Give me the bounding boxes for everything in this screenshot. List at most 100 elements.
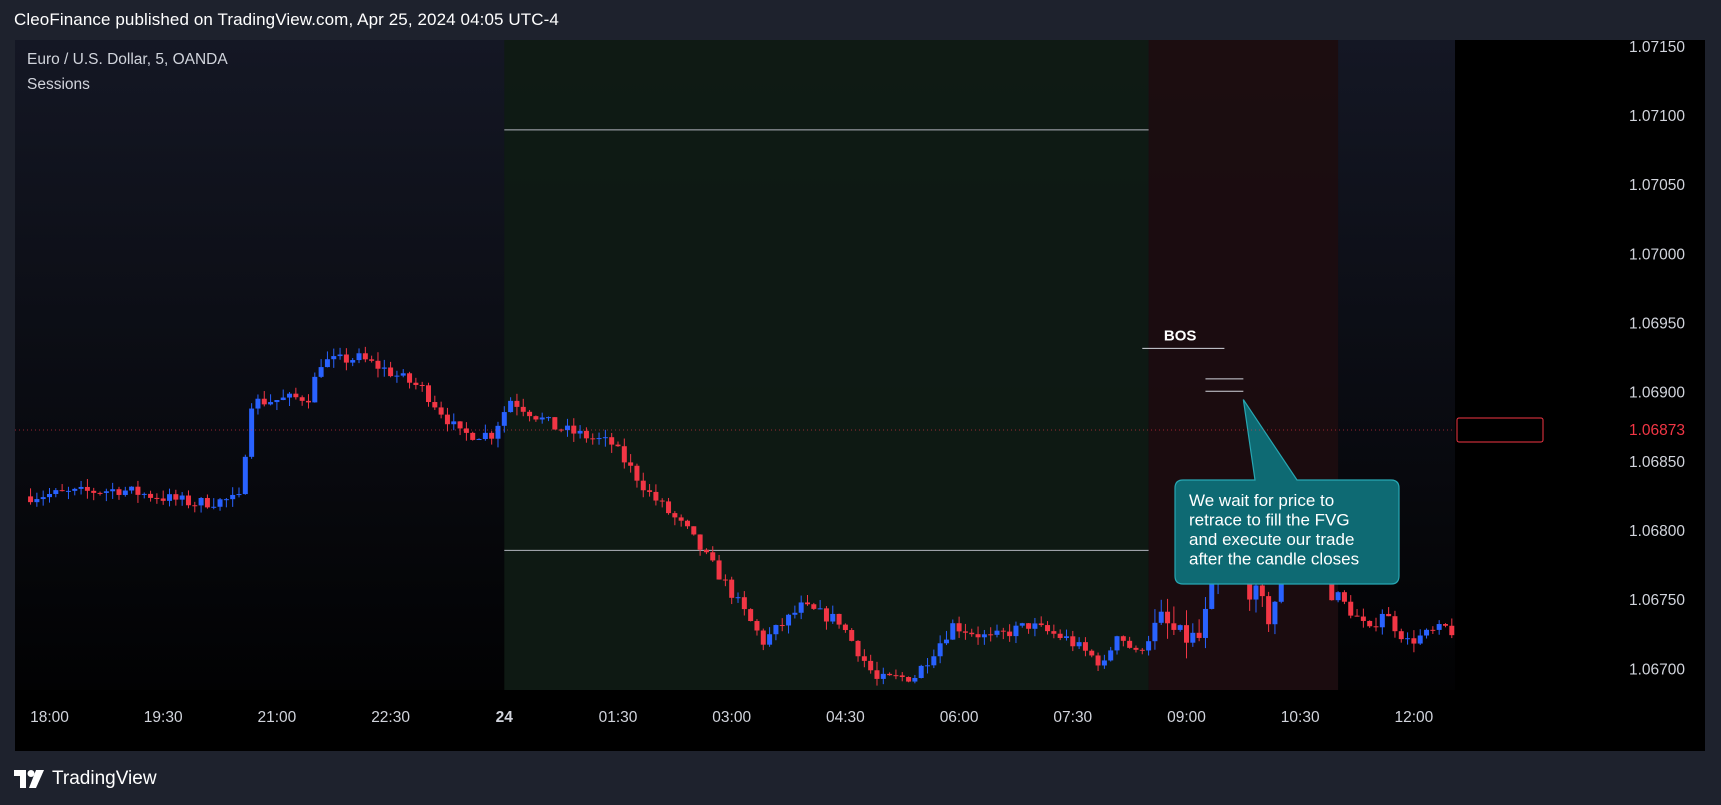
candle-body (457, 421, 463, 429)
candle-body (1171, 623, 1177, 630)
candle-body (1026, 623, 1032, 629)
candle-body (640, 480, 646, 491)
candle-body (760, 630, 766, 645)
candle-body (350, 360, 356, 363)
candle-body (943, 639, 949, 644)
candle-body (880, 673, 886, 679)
candlestick-chart[interactable]: BOS We wait for price to retrace to fill t… (15, 40, 1705, 751)
candle-body (318, 367, 324, 377)
candle-body (312, 376, 318, 403)
candle-body (1442, 624, 1448, 626)
candle-body (34, 499, 40, 503)
candle-body (236, 494, 242, 496)
candle-body (1139, 649, 1145, 651)
candle-body (451, 421, 457, 425)
candle-body (1392, 616, 1398, 632)
candle-body (1411, 638, 1417, 644)
candle-body (1051, 631, 1057, 634)
candle-body (1398, 631, 1404, 640)
chart-panel[interactable]: BOS We wait for price to retrace to fill t… (15, 40, 1705, 751)
candle-body (122, 490, 128, 495)
candle-body (823, 608, 829, 622)
candle-body (154, 497, 160, 499)
candle-body (426, 385, 431, 403)
candle-body (672, 513, 678, 518)
candle-body (413, 382, 419, 386)
candle-body (59, 490, 65, 492)
candle-body (994, 630, 1000, 635)
candle-body (179, 495, 185, 500)
x-tick-label: 19:30 (144, 709, 183, 726)
candle-body (666, 501, 672, 514)
candle-body (634, 465, 640, 481)
candle-body (1259, 585, 1265, 597)
candle-body (1348, 601, 1354, 616)
candle-body (874, 670, 880, 679)
candle-body (577, 430, 583, 434)
candle-body (893, 675, 899, 677)
candle-body (647, 490, 653, 492)
candle-body (185, 495, 191, 506)
candle-body (615, 444, 621, 447)
y-tick-label: 1.06950 (1629, 316, 1685, 333)
candle-body (925, 665, 931, 667)
candle-body (855, 640, 861, 657)
x-tick-label: 18:00 (30, 709, 69, 726)
candle-body (1127, 640, 1133, 648)
candle-body (419, 385, 425, 387)
candle-body (217, 499, 223, 507)
symbol-label[interactable]: Euro / U.S. Dollar, 5, OANDA (27, 51, 228, 68)
candle-body (918, 665, 924, 678)
candle-body (299, 397, 305, 401)
candle-body (495, 425, 501, 439)
x-tick-label: 22:30 (371, 709, 410, 726)
candle-body (937, 643, 943, 657)
candle-body (962, 631, 968, 633)
candle-body (1417, 635, 1423, 644)
candle-body (1386, 613, 1392, 617)
candle-body (167, 494, 173, 501)
candle-body (463, 428, 469, 433)
candle-body (53, 490, 59, 495)
candle-body (1032, 623, 1038, 629)
candle-body (1360, 616, 1366, 621)
candle-body (40, 497, 46, 500)
candle-body (242, 456, 248, 495)
footer-brand[interactable]: TradingView (14, 764, 157, 794)
y-tick-label: 1.07150 (1629, 40, 1685, 56)
candle-body (906, 676, 912, 682)
candle-body (407, 373, 413, 383)
x-tick-label: 04:30 (826, 709, 865, 726)
candle-body (508, 400, 514, 413)
candle-body (65, 490, 71, 492)
candle-body (1063, 636, 1069, 638)
candle-body (950, 623, 956, 640)
candle-body (1329, 572, 1335, 601)
candle-body (779, 625, 785, 627)
candle-body (558, 429, 564, 431)
indicator-label[interactable]: Sessions (27, 76, 90, 93)
candle-body (369, 359, 375, 361)
candle-body (129, 486, 135, 491)
candle-body (697, 534, 703, 550)
tradingview-logo-icon (14, 770, 44, 788)
candle-body (375, 360, 381, 369)
candle-body (684, 520, 690, 527)
x-tick-label: 12:00 (1395, 709, 1434, 726)
candle-body (1430, 629, 1436, 631)
candle-body (1373, 626, 1379, 628)
candle-body (678, 517, 684, 521)
x-tick-label: 06:00 (940, 709, 979, 726)
candle-body (1196, 632, 1202, 638)
candle-body (842, 624, 848, 631)
candle-body (173, 494, 179, 500)
candle-body (470, 432, 476, 440)
candle-body (356, 353, 362, 361)
candle-body (204, 498, 210, 508)
candle-body (394, 375, 400, 377)
candle-body (91, 490, 97, 493)
candle-body (78, 486, 84, 489)
candle-body (1114, 636, 1120, 651)
candle-body (135, 486, 141, 495)
candle-body (767, 634, 773, 645)
